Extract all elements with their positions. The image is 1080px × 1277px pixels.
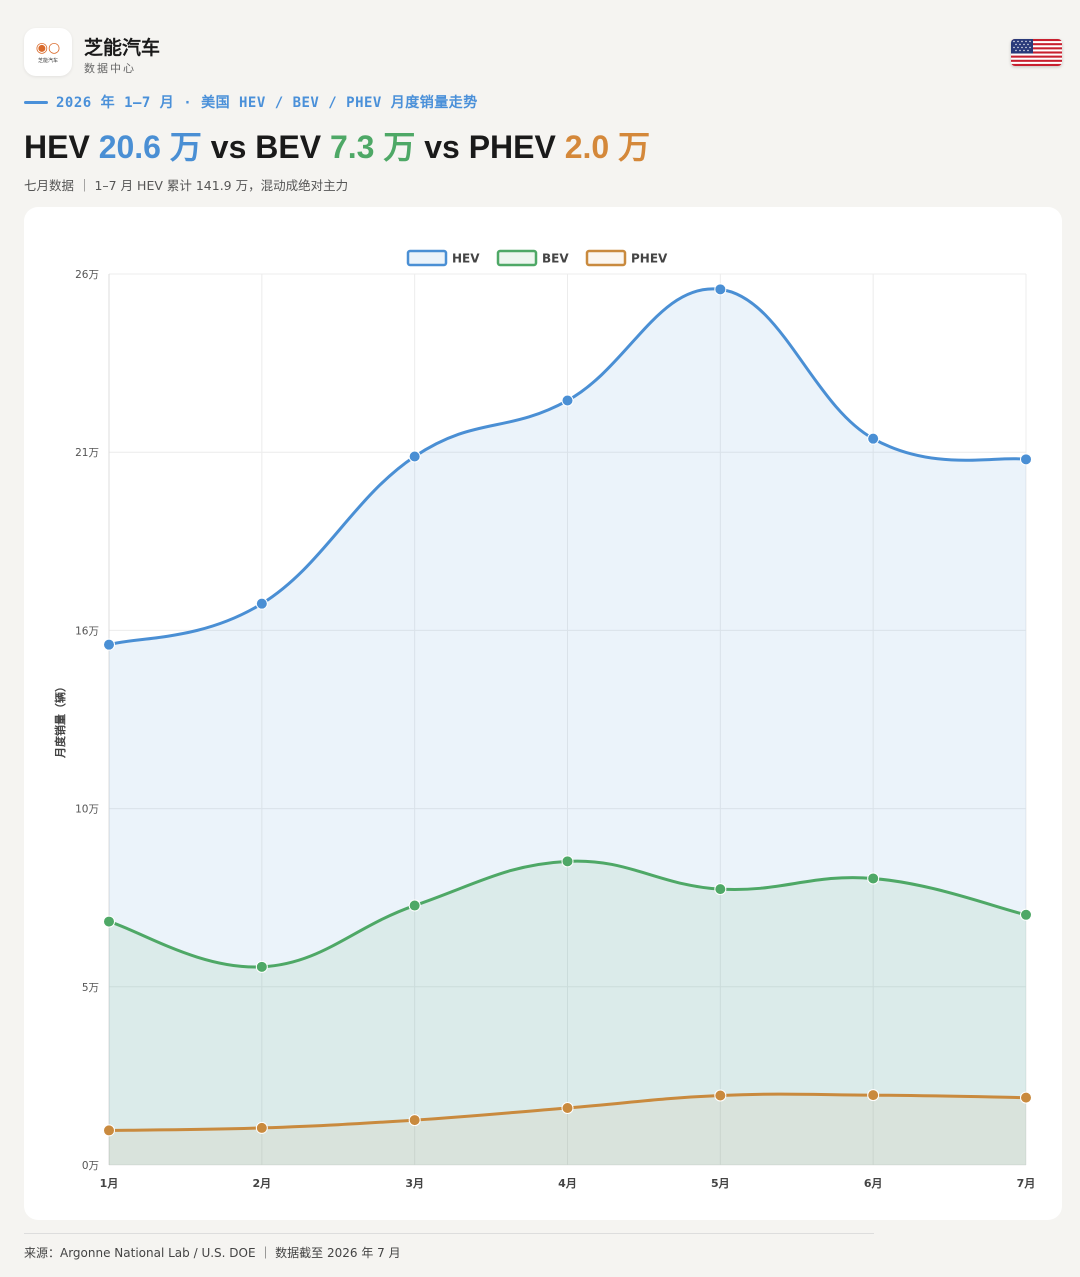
headline-vs-2: vs xyxy=(424,129,460,165)
legend-phev-label: PHEV xyxy=(631,252,668,266)
legend-hev-label: HEV xyxy=(452,252,480,266)
bev-point xyxy=(561,855,574,868)
hev-point xyxy=(408,450,421,463)
headline: HEV 20.6 万 vs BEV 7.3 万 vs PHEV 2.0 万 xyxy=(24,122,650,168)
chart-card: 0万 5万 10万 16万 21万 26万 1月 2月 3月 4月 5月 6月 7月 月度销量（辆） HEV… xyxy=(24,207,1062,1220)
hev-point xyxy=(255,597,268,610)
phev-point xyxy=(867,1089,880,1102)
brand-logo: ◉○ 芝能汽车 xyxy=(24,28,72,76)
description: 七月数据 ｜ 1–7 月 HEV 累计 141.9 万，混动成绝对主力 xyxy=(24,178,349,193)
hev-area xyxy=(109,288,1026,1165)
hev-point xyxy=(561,394,574,407)
bev-point xyxy=(867,872,880,885)
bev-point xyxy=(1020,908,1032,921)
y-axis-label: 月度销量（辆） xyxy=(53,681,67,759)
x-tick-label: 5月 xyxy=(711,1177,730,1190)
headline-phev-value: 2.0 万 xyxy=(564,129,651,165)
legend-bev-label: BEV xyxy=(542,252,569,266)
bev-area xyxy=(109,861,1026,1165)
y-tick-label: 0万 xyxy=(82,1160,99,1172)
phev-point xyxy=(1020,1091,1032,1104)
sales-trend-chart: 0万 5万 10万 16万 21万 26万 1月 2月 3月 4月 5月 6月 7月 月度销量（辆） HEV… xyxy=(53,249,1036,1190)
legend-bev-swatch xyxy=(496,249,538,267)
y-tick-label: 26万 xyxy=(75,269,99,281)
brand-name: 芝能汽车 xyxy=(84,37,161,59)
y-tick-label: 16万 xyxy=(75,625,99,637)
x-tick-label: 4月 xyxy=(558,1177,577,1190)
hev-point xyxy=(867,432,880,445)
us-flag-icon xyxy=(1011,39,1062,66)
legend-phev-swatch xyxy=(585,249,627,267)
y-tick-label: 5万 xyxy=(82,982,99,994)
footer-divider xyxy=(24,1233,874,1234)
legend-hev-swatch xyxy=(406,249,448,267)
bev-point xyxy=(103,915,115,928)
car-icon: ◉○ xyxy=(35,39,61,56)
phev-point xyxy=(408,1114,421,1127)
bev-point xyxy=(255,960,268,973)
headline-phev-label: PHEV xyxy=(468,129,556,165)
phev-point xyxy=(103,1124,115,1137)
hev-point xyxy=(714,283,727,296)
hev-point xyxy=(103,638,115,651)
y-tick-label: 10万 xyxy=(75,804,99,816)
phev-area xyxy=(109,1094,1026,1165)
phev-point xyxy=(255,1121,268,1134)
headline-vs-1: vs xyxy=(210,129,247,165)
bev-point xyxy=(408,899,421,912)
footer-source: 来源：Argonne National Lab / U.S. DOE ｜ 数据截… xyxy=(24,1246,401,1260)
x-tick-label: 2月 xyxy=(253,1177,272,1190)
brand-subtitle: 数据中心 xyxy=(84,62,136,75)
y-tick-label: 21万 xyxy=(75,447,99,459)
x-tick-label: 1月 xyxy=(100,1177,119,1190)
subtitle: 2026 年 1–7 月 · 美国 HEV / BEV / PHEV 月度销量走… xyxy=(56,95,478,111)
x-tick-label: 3月 xyxy=(405,1177,424,1190)
phev-point xyxy=(561,1101,574,1114)
headline-hev-label: HEV xyxy=(24,129,90,165)
subtitle-row: 2026 年 1–7 月 · 美国 HEV / BEV / PHEV 月度销量走… xyxy=(24,93,478,111)
logo-text: 芝能汽车 xyxy=(37,57,58,64)
subtitle-accent-line xyxy=(24,100,48,104)
bev-point xyxy=(714,883,727,896)
x-tick-label: 6月 xyxy=(864,1177,883,1190)
headline-bev-label: BEV xyxy=(255,129,322,165)
phev-point xyxy=(714,1089,727,1102)
hev-point xyxy=(1020,453,1032,466)
headline-bev-value: 7.3 万 xyxy=(329,129,416,165)
x-tick-label: 7月 xyxy=(1017,1177,1036,1190)
headline-hev-value: 20.6 万 xyxy=(98,129,202,165)
